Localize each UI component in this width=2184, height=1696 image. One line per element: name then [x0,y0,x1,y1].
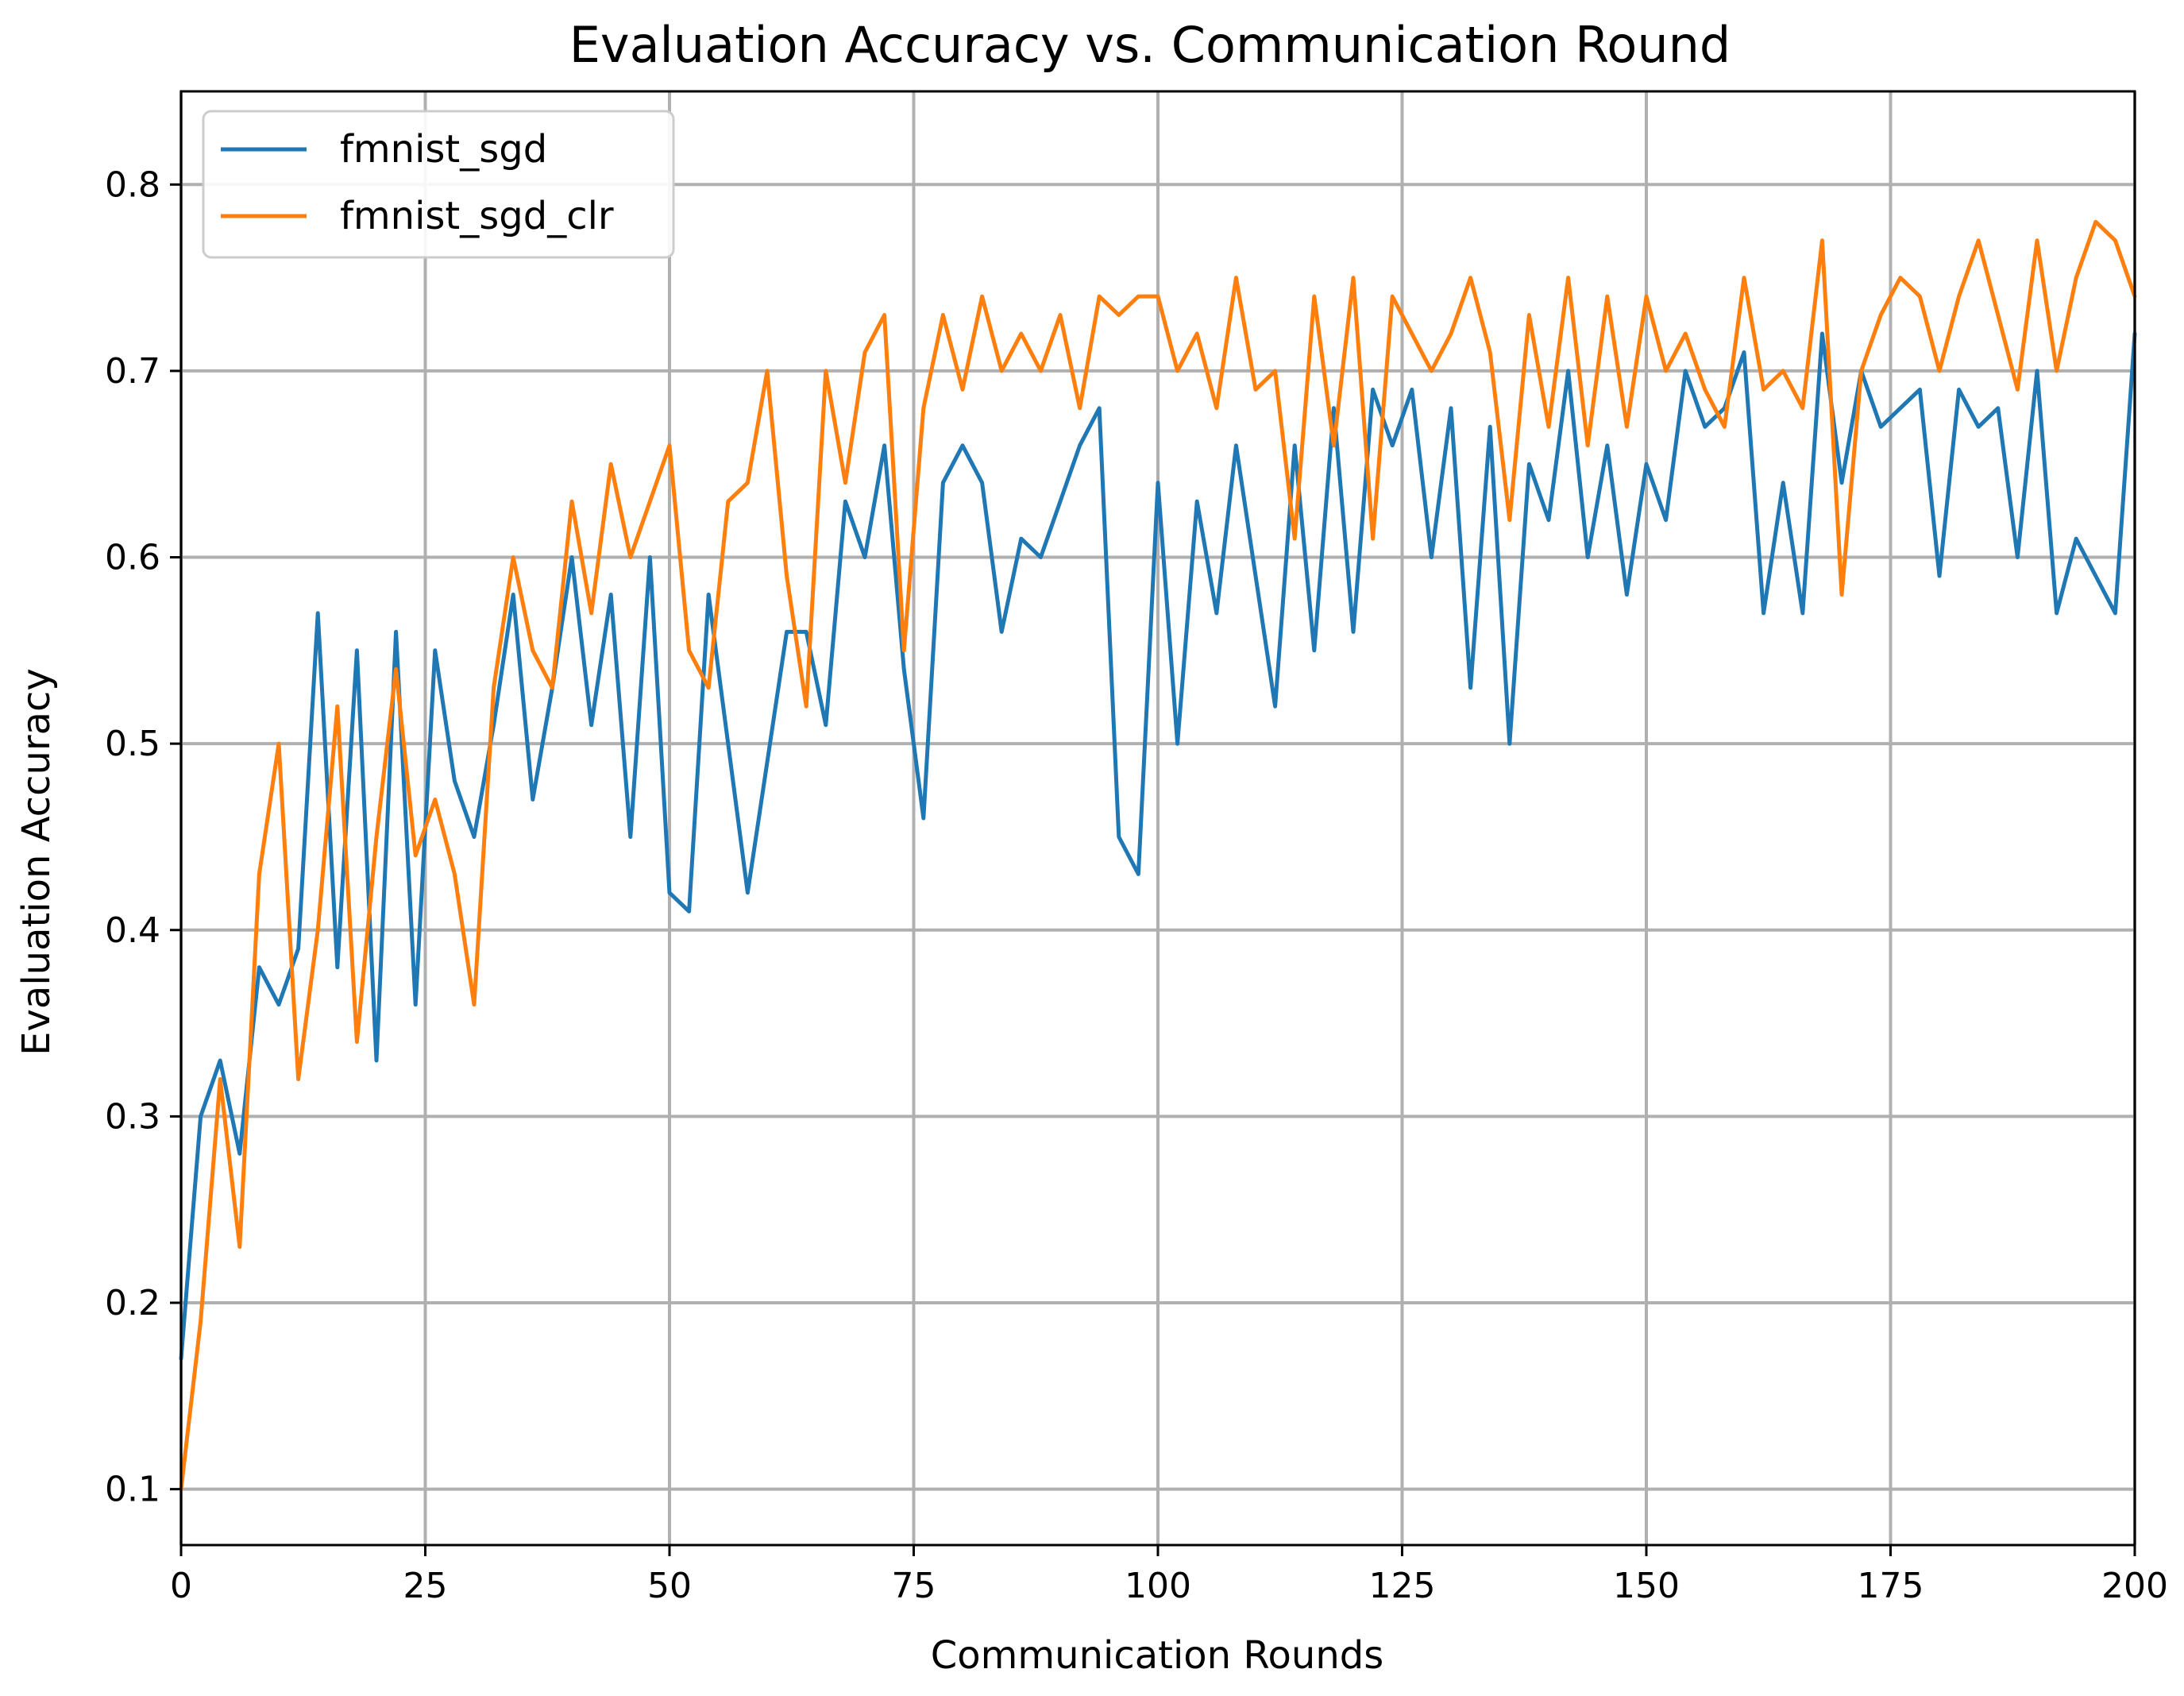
x-tick-label: 125 [1369,1566,1436,1606]
y-axis-label: Evaluation Accuracy [14,668,59,1056]
legend-label: fmnist_sgd_clr [340,194,614,238]
series-line-fmnist-sgd-clr [179,219,2137,1492]
y-tick-label: 0.3 [105,1096,160,1137]
x-tick-label: 175 [1858,1566,1924,1606]
x-axis-label: Communication Rounds [931,1633,1383,1678]
x-tick-label: 150 [1613,1566,1680,1606]
x-tick-label: 0 [170,1566,192,1606]
x-tick-label: 75 [892,1566,936,1606]
legend-box [202,110,675,259]
x-tick-label: 100 [1125,1566,1191,1606]
chart-title: Evaluation Accuracy vs. Communication Ro… [569,16,1731,74]
series-lines [179,219,2137,1492]
y-tick-label: 0.7 [105,351,160,392]
y-tick-label: 0.5 [105,724,160,764]
y-tick-label: 0.2 [105,1283,160,1323]
series-line-fmnist-sgd [179,331,2137,1361]
axis-ticks: 0 25 50 75 100 125 150 175 200 0.1 0.2 0.3 0.4 0.5 0.6… [105,164,2168,1606]
x-tick-label: 25 [403,1566,448,1606]
legend: fmnist_sgd fmnist_sgd_clr [202,110,675,259]
legend-label: fmnist_sgd [340,127,547,172]
y-tick-label: 0.8 [105,164,160,205]
y-tick-label: 0.4 [105,910,160,951]
x-tick-label: 200 [2101,1566,2168,1606]
y-tick-label: 0.6 [105,538,160,578]
y-tick-label: 0.1 [105,1470,160,1510]
x-tick-label: 50 [647,1566,692,1606]
